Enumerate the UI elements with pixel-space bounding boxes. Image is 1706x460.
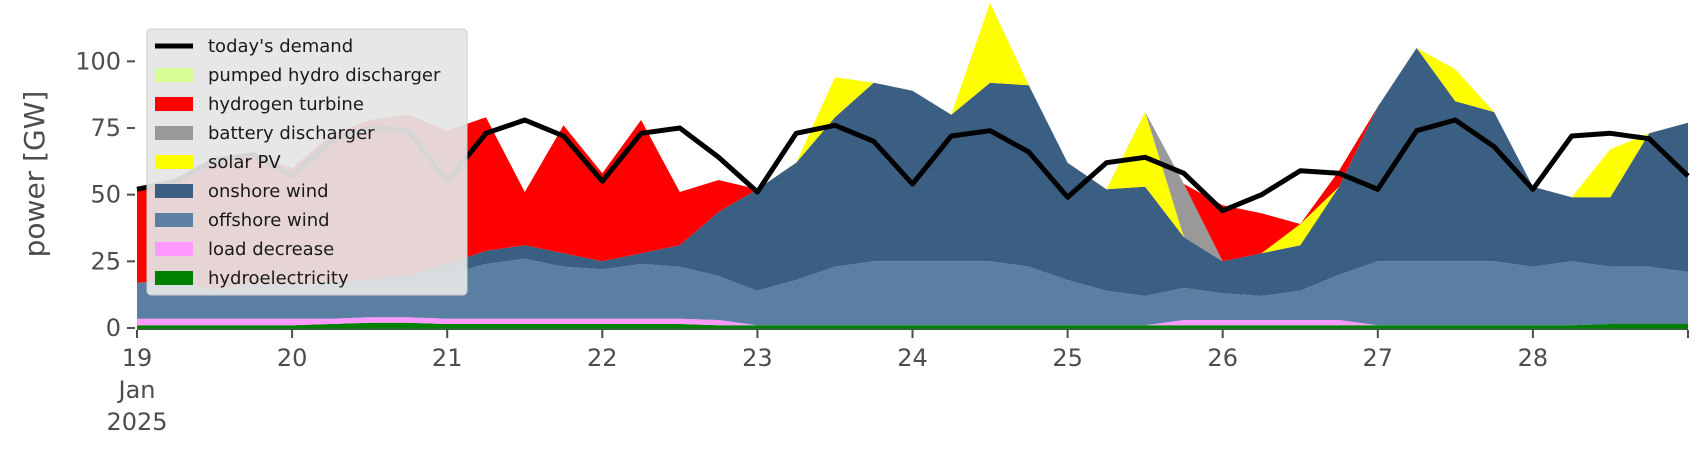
area-offshore-wind	[137, 258, 1688, 326]
x-tick-label: 26	[1207, 344, 1238, 372]
stacked-areas	[137, 2, 1688, 328]
legend-swatch	[155, 68, 193, 82]
legend-label: today's demand	[208, 36, 353, 57]
x-tick-label: 22	[587, 344, 618, 372]
legend-label: solar PV	[208, 152, 281, 173]
x-tick-label: 23	[742, 344, 773, 372]
x-tick-label: 20	[277, 344, 308, 372]
area-hydroelectricity	[137, 322, 1688, 328]
legend-label: offshore wind	[208, 210, 330, 231]
x-tick-label: 2025	[106, 408, 167, 436]
x-tick-label: 27	[1363, 344, 1394, 372]
y-tick-label: 0	[106, 314, 121, 342]
legend-label: battery discharger	[208, 123, 375, 144]
area-hydrogen-turbine	[137, 2, 1688, 290]
legend-swatch	[155, 213, 193, 227]
y-tick-label: 100	[75, 47, 121, 75]
area-onshore-wind	[137, 48, 1688, 296]
x-tick-label: 21	[432, 344, 463, 372]
y-tick-label: 50	[90, 181, 121, 209]
legend-label: load decrease	[208, 239, 334, 260]
legend-box	[146, 28, 468, 296]
legend-swatch	[155, 242, 193, 256]
x-axis: 19 Jan 2025 20 21 22 23 24 25 26 27 28	[106, 328, 1689, 436]
legend-swatch	[155, 126, 193, 140]
area-load-decrease	[137, 317, 1688, 326]
legend-label: hydrogen turbine	[208, 94, 364, 115]
legend-label: hydroelectricity	[208, 268, 349, 289]
x-tick-label: 24	[897, 344, 928, 372]
legend-swatch	[155, 271, 193, 285]
y-tick-label: 75	[90, 114, 121, 142]
legend-swatch	[155, 184, 193, 198]
y-axis: 0 25 50 75 100	[75, 47, 135, 342]
x-tick-label: 25	[1052, 344, 1083, 372]
y-tick-label: 25	[90, 247, 121, 275]
legend-label: onshore wind	[208, 181, 329, 202]
y-axis-label: power [GW]	[18, 91, 51, 258]
legend-swatch	[155, 97, 193, 111]
legend-swatch	[155, 155, 193, 169]
legend-label: pumped hydro discharger	[208, 65, 441, 86]
x-tick-label: 28	[1518, 344, 1549, 372]
x-tick-label: Jan	[117, 376, 156, 404]
legend: today's demand pumped hydro discharger hyd…	[146, 28, 468, 296]
x-tick-label: 19	[122, 344, 153, 372]
